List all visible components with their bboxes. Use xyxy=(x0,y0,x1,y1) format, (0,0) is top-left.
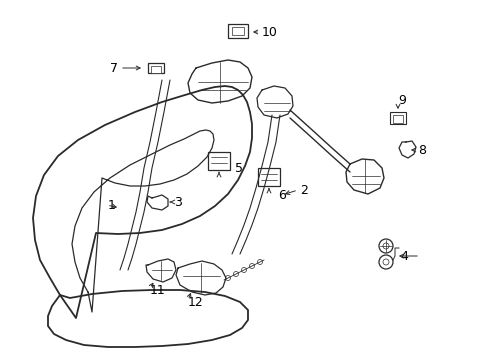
Bar xyxy=(390,112,406,124)
Text: 1: 1 xyxy=(108,198,116,212)
Text: 7: 7 xyxy=(110,62,118,75)
Bar xyxy=(151,66,161,73)
Bar xyxy=(232,27,244,35)
Text: 6: 6 xyxy=(278,189,286,202)
Text: 2: 2 xyxy=(300,184,308,197)
Bar xyxy=(258,168,280,186)
Circle shape xyxy=(225,275,230,280)
Circle shape xyxy=(379,255,393,269)
Circle shape xyxy=(242,267,246,273)
Text: 8: 8 xyxy=(418,144,426,157)
Circle shape xyxy=(234,271,239,276)
Circle shape xyxy=(383,243,389,249)
Bar xyxy=(148,63,164,73)
Text: 12: 12 xyxy=(188,296,204,309)
Text: 4: 4 xyxy=(400,249,408,262)
Text: 11: 11 xyxy=(150,284,166,297)
Text: 10: 10 xyxy=(262,26,278,39)
Text: 9: 9 xyxy=(398,94,406,107)
Bar xyxy=(208,152,230,170)
Text: 3: 3 xyxy=(174,195,182,208)
Circle shape xyxy=(383,259,389,265)
Circle shape xyxy=(258,260,263,265)
Bar xyxy=(228,24,248,38)
Text: 5: 5 xyxy=(235,162,243,175)
Circle shape xyxy=(379,239,393,253)
Bar xyxy=(393,115,403,123)
Circle shape xyxy=(249,264,254,269)
